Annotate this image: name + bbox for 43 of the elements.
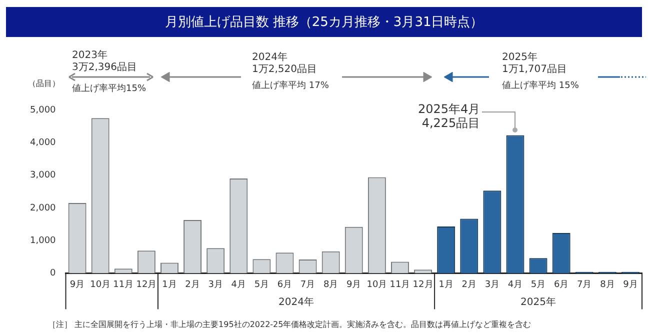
x-tick-label: 9月	[623, 280, 638, 290]
x-tick-label: 5月	[254, 280, 270, 290]
x-tick-label: 5月	[530, 280, 546, 290]
x-tick-label: 10月	[366, 280, 388, 290]
y-tick-label: 5,000	[30, 105, 56, 116]
x-tick-label: 11月	[113, 280, 134, 290]
y-tick-label: 1,000	[30, 236, 56, 246]
x-tick-label: 1月	[438, 280, 454, 290]
x-tick-label: 7月	[577, 280, 592, 290]
y-tick-label: 0	[50, 268, 56, 279]
y-axis-title: （品目）	[28, 78, 60, 89]
text: 2024年	[278, 296, 314, 308]
text: 2025年	[520, 296, 556, 308]
y-tick-label: 3,000	[30, 170, 56, 181]
x-tick-label: 8月	[600, 280, 615, 290]
x-tick-label: 10月	[90, 280, 111, 290]
chart-title: 月別値上げ品目数 推移（25カ月推移・3月31日時点）	[6, 7, 642, 37]
x-tick-label: 1月	[162, 280, 177, 290]
x-tick-label: 3月	[484, 280, 500, 290]
text: 2024年 1万2,520品目	[252, 52, 317, 75]
y-tick-label: 2,000	[30, 203, 56, 214]
text: 値上げ率平均 15%	[502, 81, 579, 92]
text: 2025年 1万1,707品目	[502, 52, 567, 75]
x-tick-label: 4月	[231, 280, 246, 290]
x-tick-label: 6月	[277, 280, 292, 290]
x-tick-label: 2月	[462, 280, 476, 290]
text: 2023年 3万2,396品目	[72, 50, 137, 73]
x-tick-label: 11月	[390, 280, 410, 290]
x-tick-label: 4月	[508, 280, 523, 290]
text: 値上げ率平均15%	[72, 84, 146, 94]
text: 値上げ率平均 17%	[252, 81, 329, 92]
x-tick-label: 3月	[208, 280, 223, 290]
y-tick-label: 4,000	[30, 138, 56, 148]
x-tick-label: 9月	[346, 280, 362, 290]
x-tick-label: 12月	[412, 280, 434, 290]
x-tick-label: 12月	[136, 280, 157, 290]
x-tick-label: 6月	[554, 280, 569, 290]
text: ［注］ 主に全国展開を行う上場・非上場の主要195社の2022-25年価格改定計画。実施済みを含む。品目数は再値上げなど重複を含む	[48, 320, 532, 330]
x-tick-label: 8月	[323, 280, 338, 290]
x-tick-label: 2月	[185, 280, 200, 290]
x-tick-label: 9月	[70, 280, 85, 290]
annotation: 2025年4月 4,225品目	[418, 102, 480, 131]
x-tick-label: 7月	[300, 280, 316, 290]
